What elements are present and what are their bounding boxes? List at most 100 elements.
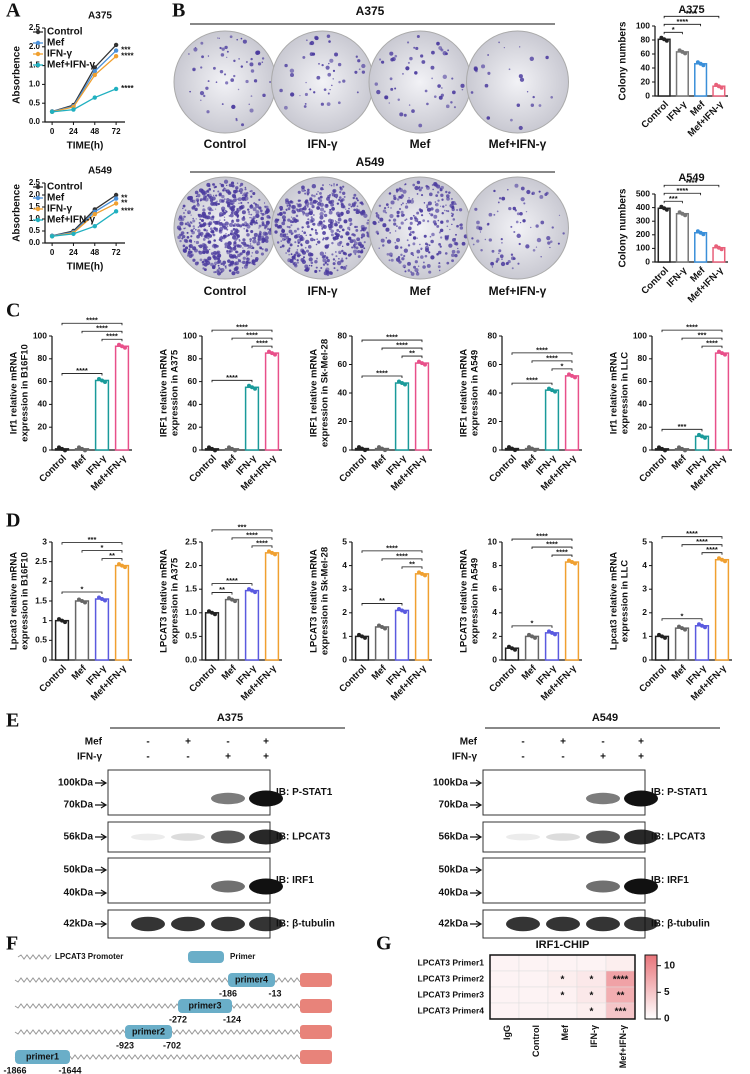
colony	[516, 212, 520, 216]
colony	[407, 61, 410, 64]
colony	[314, 270, 317, 273]
colony	[308, 211, 313, 216]
colony	[336, 202, 340, 205]
heat-cell	[489, 1002, 520, 1020]
colony	[428, 270, 432, 274]
point	[49, 234, 55, 239]
colony	[431, 50, 435, 55]
colony	[442, 74, 447, 80]
colony	[318, 220, 323, 225]
image-label: Mef	[410, 284, 432, 298]
colony	[190, 214, 192, 216]
colony	[311, 183, 317, 189]
colony	[433, 182, 438, 187]
band	[506, 916, 540, 932]
colony	[345, 265, 348, 267]
colony	[353, 208, 356, 212]
marker-arrow	[470, 779, 483, 787]
colony	[402, 72, 404, 75]
colony	[266, 208, 270, 212]
colony	[488, 212, 493, 217]
colony	[289, 258, 294, 264]
colony	[243, 264, 248, 269]
replicate-dot	[657, 632, 661, 637]
replicate-dot	[60, 618, 64, 623]
colony	[187, 53, 190, 55]
colony	[230, 78, 235, 82]
significance-label: **	[121, 194, 128, 203]
colony	[252, 191, 256, 196]
replicate-dot	[100, 597, 104, 602]
colony	[549, 240, 553, 243]
colony	[402, 189, 407, 194]
colony	[438, 95, 443, 100]
colony	[422, 265, 426, 269]
x-tick-label: Control	[487, 453, 519, 485]
colony	[244, 188, 247, 191]
colony	[358, 243, 362, 247]
marker-label: 100kDa	[58, 778, 93, 789]
colony	[342, 79, 346, 83]
colony	[341, 257, 343, 260]
colony	[386, 239, 392, 244]
colony	[305, 239, 310, 245]
colony	[500, 261, 506, 267]
colony	[355, 225, 359, 229]
colony	[456, 209, 459, 212]
colony	[513, 231, 516, 234]
colony	[327, 92, 330, 95]
colony	[309, 233, 312, 237]
significance-label: *	[531, 618, 534, 627]
replicate-dot	[567, 372, 571, 377]
condition-sign: +	[263, 737, 269, 748]
colony	[496, 257, 500, 261]
colony	[285, 252, 287, 254]
colony	[232, 228, 236, 231]
colony	[281, 228, 286, 233]
colony	[245, 251, 250, 256]
colony	[366, 221, 370, 225]
colony	[481, 64, 486, 69]
colony	[215, 194, 218, 197]
colony	[403, 254, 406, 258]
colony	[355, 228, 359, 232]
colony	[302, 226, 304, 229]
replicate-dot	[403, 609, 407, 614]
significance-bracket	[661, 618, 703, 621]
y-tick-label: 40	[338, 387, 348, 397]
colony	[430, 213, 434, 217]
y-tick-label: 100	[33, 330, 47, 340]
colony	[262, 231, 267, 236]
colony	[535, 246, 538, 248]
replicate-dot	[360, 446, 364, 451]
y-axis-label: Colony numbers	[618, 188, 629, 267]
colony	[429, 235, 432, 238]
colony	[177, 235, 181, 240]
colony	[242, 260, 246, 265]
colony	[436, 252, 439, 256]
colony	[432, 220, 437, 224]
colony	[396, 238, 401, 243]
significance-label: ****	[686, 178, 698, 187]
colony	[304, 246, 307, 249]
replicate-dot	[57, 617, 61, 622]
colony	[319, 195, 323, 199]
colony	[338, 196, 342, 199]
colony	[380, 60, 385, 64]
primer-name: primer2	[132, 1026, 165, 1036]
colony	[490, 261, 495, 266]
colony	[420, 186, 424, 190]
colony	[389, 51, 394, 56]
colony	[196, 201, 199, 204]
panel-letter: E	[6, 710, 19, 732]
colony	[396, 225, 398, 227]
colony	[347, 253, 351, 257]
colony	[285, 209, 288, 212]
colony	[291, 255, 296, 260]
significance-bracket	[401, 355, 423, 359]
colony	[356, 205, 359, 208]
condition-sign: -	[226, 737, 229, 748]
colony	[279, 88, 283, 93]
colony	[410, 251, 414, 256]
colony	[335, 260, 337, 262]
